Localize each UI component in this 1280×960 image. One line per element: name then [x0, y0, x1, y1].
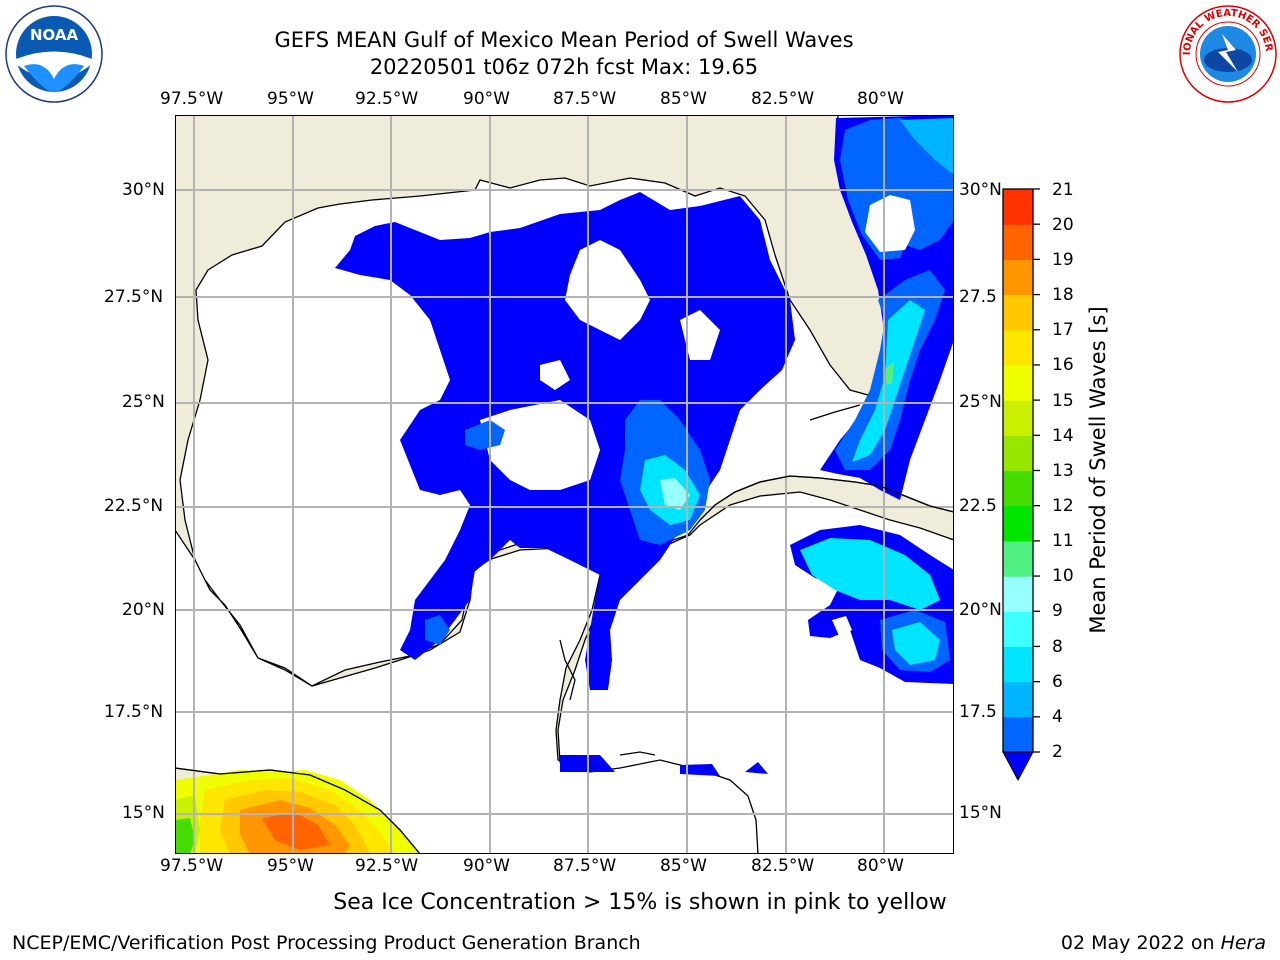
colorbar-tick-label: 10	[1052, 566, 1074, 586]
lon-tick-label: 90°W	[463, 89, 510, 109]
colorbar-tick-label: 19	[1052, 250, 1074, 270]
lon-tick-label: 90°W	[463, 856, 510, 876]
lat-tick-label: 15°N	[959, 803, 1002, 823]
colorbar-segment	[1003, 576, 1033, 612]
lon-tick-label: 95°W	[267, 89, 314, 109]
lon-tick-label: 97.5°W	[160, 89, 224, 109]
lon-tick-label: 95°W	[267, 856, 314, 876]
colorbar-tick-label: 13	[1052, 461, 1074, 481]
lat-tick-label: 22.5°N	[104, 496, 164, 516]
lat-tick-label: 30°N	[122, 180, 165, 200]
colorbar-tick-label: 20	[1052, 215, 1074, 235]
colorbar-tick-label: 6	[1052, 672, 1063, 692]
lon-tick-label: 80°W	[857, 856, 904, 876]
lon-tick-label: 87.5°W	[553, 89, 617, 109]
colorbar-segment	[1003, 435, 1033, 472]
colorbar-label: Mean Period of Swell Waves [s]	[1086, 306, 1110, 634]
colorbar-tick-label: 4	[1052, 707, 1063, 727]
lon-tick-label: 80°W	[857, 89, 904, 109]
colorbar-segment	[1003, 505, 1033, 542]
lat-tick-label: 17.5	[959, 702, 997, 722]
sea-ice-note-text: Sea Ice Concentration > 15% is shown in …	[333, 890, 947, 915]
coastlines	[175, 404, 954, 854]
colorbar-tick-label: 11	[1052, 531, 1074, 551]
footer-credit: NCEP/EMC/Verification Post Processing Pr…	[12, 932, 641, 954]
colorbar-tick-label: 2	[1052, 742, 1063, 762]
lon-tick-label: 92.5°W	[355, 856, 419, 876]
lon-tick-label: 85°W	[660, 89, 707, 109]
colorbar-tick-label: 17	[1052, 320, 1074, 340]
nws-logo: NATIONAL WEATHER SERVICE	[1178, 4, 1277, 103]
footer-host: Hera	[1220, 932, 1266, 954]
colorbar-segment	[1003, 400, 1033, 436]
lat-tick-label: 27.5	[959, 287, 997, 307]
lat-tick-label: 27.5°N	[104, 287, 164, 307]
lat-tick-label: 25°N	[122, 392, 165, 412]
lon-tick-label: 92.5°W	[355, 89, 419, 109]
map-subtitle: 20220501 t06z 072h fcst Max: 19.65	[369, 55, 759, 79]
colorbar-segment	[1003, 681, 1033, 718]
colorbar-tick-label: 15	[1052, 391, 1074, 411]
lat-tick-label: 30°N	[959, 180, 1002, 200]
colorbar-segment	[1003, 294, 1033, 331]
noaa-text: NOAA	[30, 26, 79, 44]
lon-tick-label: 82.5°W	[751, 856, 815, 876]
sea-ice-note: Sea Ice Concentration > 15% is shown in …	[0, 890, 1280, 915]
swell-contours	[335, 115, 954, 776]
colorbar-tick-label: 21	[1052, 180, 1074, 200]
graticule	[175, 115, 954, 854]
colorbar-segment	[1003, 470, 1033, 507]
noaa-logo: NOAA	[5, 5, 103, 103]
colorbar-tick-label: 14	[1052, 426, 1074, 446]
colorbar-segment	[1003, 646, 1033, 683]
colorbar-segment	[1003, 259, 1033, 296]
colorbar-tick-marks	[1033, 188, 1040, 753]
lat-tick-label: 25°N	[959, 392, 1002, 412]
lon-tick-label: 87.5°W	[553, 856, 617, 876]
colorbar-segment	[1003, 189, 1033, 225]
colorbar-extend-arrow	[1002, 751, 1034, 782]
map-title: GEFS MEAN Gulf of Mexico Mean Period of …	[274, 28, 854, 52]
lon-tick-label: 97.5°W	[160, 856, 224, 876]
colorbar-tick-label: 16	[1052, 355, 1074, 375]
colorbar-segment	[1003, 611, 1033, 648]
footer-date-text: 02 May 2022 on	[1060, 932, 1221, 954]
colorbar-segment	[1003, 364, 1033, 401]
colorbar-segment	[1003, 716, 1033, 753]
colorbar-segment	[1003, 224, 1033, 260]
footer-date: 02 May 2022 on Hera	[1061, 932, 1266, 954]
lat-tick-label: 20°N	[959, 600, 1002, 620]
colorbar-tick-label: 18	[1052, 285, 1074, 305]
colorbar-tick-label: 12	[1052, 496, 1074, 516]
lat-tick-label: 17.5°N	[104, 702, 164, 722]
colorbar-segment	[1003, 540, 1033, 577]
colorbar-segment	[1003, 329, 1033, 366]
gulf-map	[175, 115, 954, 854]
lat-tick-label: 20°N	[122, 600, 165, 620]
lat-tick-label: 22.5	[959, 496, 997, 516]
lon-tick-label: 85°W	[660, 856, 707, 876]
lat-tick-label: 15°N	[122, 803, 165, 823]
colorbar	[1002, 188, 1040, 782]
colorbar-segments	[1003, 189, 1033, 753]
colorbar-tick-label: 9	[1052, 601, 1063, 621]
colorbar-tick-label: 8	[1052, 637, 1063, 657]
lon-tick-label: 82.5°W	[751, 89, 815, 109]
